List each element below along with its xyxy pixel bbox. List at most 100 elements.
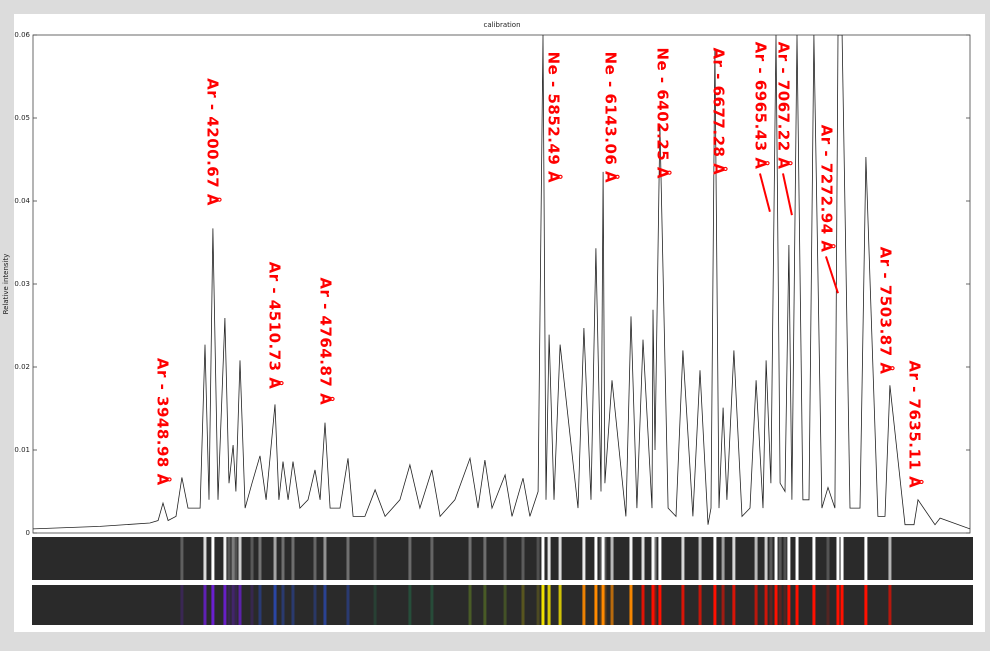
gray-strip-line	[599, 537, 603, 580]
gray-strip	[32, 537, 973, 580]
annotation: Ar - 4200.67 Å	[204, 78, 223, 206]
annotation: Ar - 7503.87 Å	[877, 247, 896, 375]
gray-strip-line	[258, 537, 262, 580]
gray-strip-line	[610, 537, 614, 580]
spectrum-line	[33, 35, 970, 530]
color-strip-line	[346, 585, 350, 625]
gray-strip-line	[826, 537, 830, 580]
color-strip-line	[408, 585, 412, 625]
color-strip-line	[603, 585, 607, 625]
gray-strip-line	[594, 537, 598, 580]
annotation: Ne - 6143.06 Å	[601, 52, 620, 184]
annotation: Ar - 6677.28 Å	[709, 47, 728, 175]
color-strip-line	[258, 585, 262, 625]
annotation: Ar - 7272.94 Å	[817, 125, 836, 253]
annotation-leader	[758, 173, 771, 213]
color-strip-line	[864, 585, 868, 625]
gray-strip-line	[408, 537, 412, 580]
gray-strip-line	[346, 537, 350, 580]
gray-strip-line	[250, 537, 254, 580]
color-strip-line	[787, 585, 791, 625]
gray-strip-line	[754, 537, 758, 580]
annotation: Ne - 5852.49 Å	[544, 52, 563, 184]
gray-strip-line	[521, 537, 525, 580]
color-strip-line	[180, 585, 184, 625]
color-strip-line	[754, 585, 758, 625]
gray-strip-line	[373, 537, 377, 580]
annotation: Ar - 6965.43 Å	[751, 42, 770, 170]
gray-strip-line	[769, 537, 773, 580]
color-strip-line	[234, 585, 238, 625]
color-strip-line	[313, 585, 317, 625]
color-strip-line	[732, 585, 736, 625]
gray-strip-line	[323, 537, 327, 580]
gray-strip-line	[291, 537, 295, 580]
color-strip-line	[836, 585, 840, 625]
y-axis-label: Relative intensity	[2, 254, 10, 315]
annotation: Ar - 7635.11 Å	[905, 360, 924, 488]
gray-strip-line	[698, 537, 702, 580]
gray-strip-line	[651, 537, 655, 580]
color-strip-line	[812, 585, 816, 625]
gray-strip-line	[721, 537, 725, 580]
y-tick-label: 0	[26, 529, 30, 537]
gray-strip-line	[558, 537, 562, 580]
annotation: Ar - 7067.22 Å	[774, 42, 793, 170]
color-strip-line	[769, 585, 773, 625]
color-strip-line	[601, 585, 605, 625]
y-tick-label: 0.06	[14, 31, 30, 39]
color-strip-line	[323, 585, 327, 625]
annotation-leader	[825, 256, 839, 294]
color-strip-line	[698, 585, 702, 625]
color-strip-line	[521, 585, 525, 625]
y-tick-label: 0.02	[14, 363, 30, 371]
y-tick-label: 0.01	[14, 446, 30, 454]
color-strip-line	[541, 585, 545, 625]
annotation-leader	[781, 173, 793, 216]
gray-strip-line	[864, 537, 868, 580]
color-strip-line	[273, 585, 277, 625]
gray-strip-line	[681, 537, 685, 580]
chart-title: calibration	[483, 21, 520, 29]
gray-strip-line	[641, 537, 645, 580]
gray-strip-line	[231, 537, 235, 580]
annotation: Ne - 6402.25 Å	[653, 47, 672, 179]
color-strip-line	[778, 585, 782, 625]
color-strip-line	[658, 585, 662, 625]
color-strip-line	[227, 585, 231, 625]
gray-strip-line	[836, 537, 840, 580]
color-strip-line	[651, 585, 655, 625]
panel	[14, 14, 985, 632]
gray-strip-line	[732, 537, 736, 580]
gray-strip-line	[603, 537, 607, 580]
gray-strip-line	[503, 537, 507, 580]
color-strip-line	[503, 585, 507, 625]
gray-strip-line	[430, 537, 434, 580]
gray-strip-line	[658, 537, 662, 580]
color-strip-line	[629, 585, 633, 625]
gray-strip-line	[840, 537, 844, 580]
gray-strip-line	[281, 537, 285, 580]
color-strip	[32, 585, 973, 625]
gray-strip-line	[787, 537, 791, 580]
color-strip-line	[223, 585, 227, 625]
color-strip-line	[713, 585, 717, 625]
gray-strip-line	[774, 537, 778, 580]
color-strip-line	[483, 585, 487, 625]
gray-strip-line	[778, 537, 782, 580]
gray-strip-line	[238, 537, 242, 580]
color-strip-line	[430, 585, 434, 625]
gray-strip-line	[468, 537, 472, 580]
gray-strip-line	[203, 537, 207, 580]
color-strip-line	[468, 585, 472, 625]
color-strip-line	[681, 585, 685, 625]
color-strip-line	[594, 585, 598, 625]
color-strip-line	[888, 585, 892, 625]
gray-strip-line	[273, 537, 277, 580]
color-strip-line	[238, 585, 242, 625]
color-strip-line	[373, 585, 377, 625]
color-strip-line	[547, 585, 551, 625]
color-strip-line	[203, 585, 207, 625]
gray-strip-line	[223, 537, 227, 580]
color-strip-line	[764, 585, 768, 625]
